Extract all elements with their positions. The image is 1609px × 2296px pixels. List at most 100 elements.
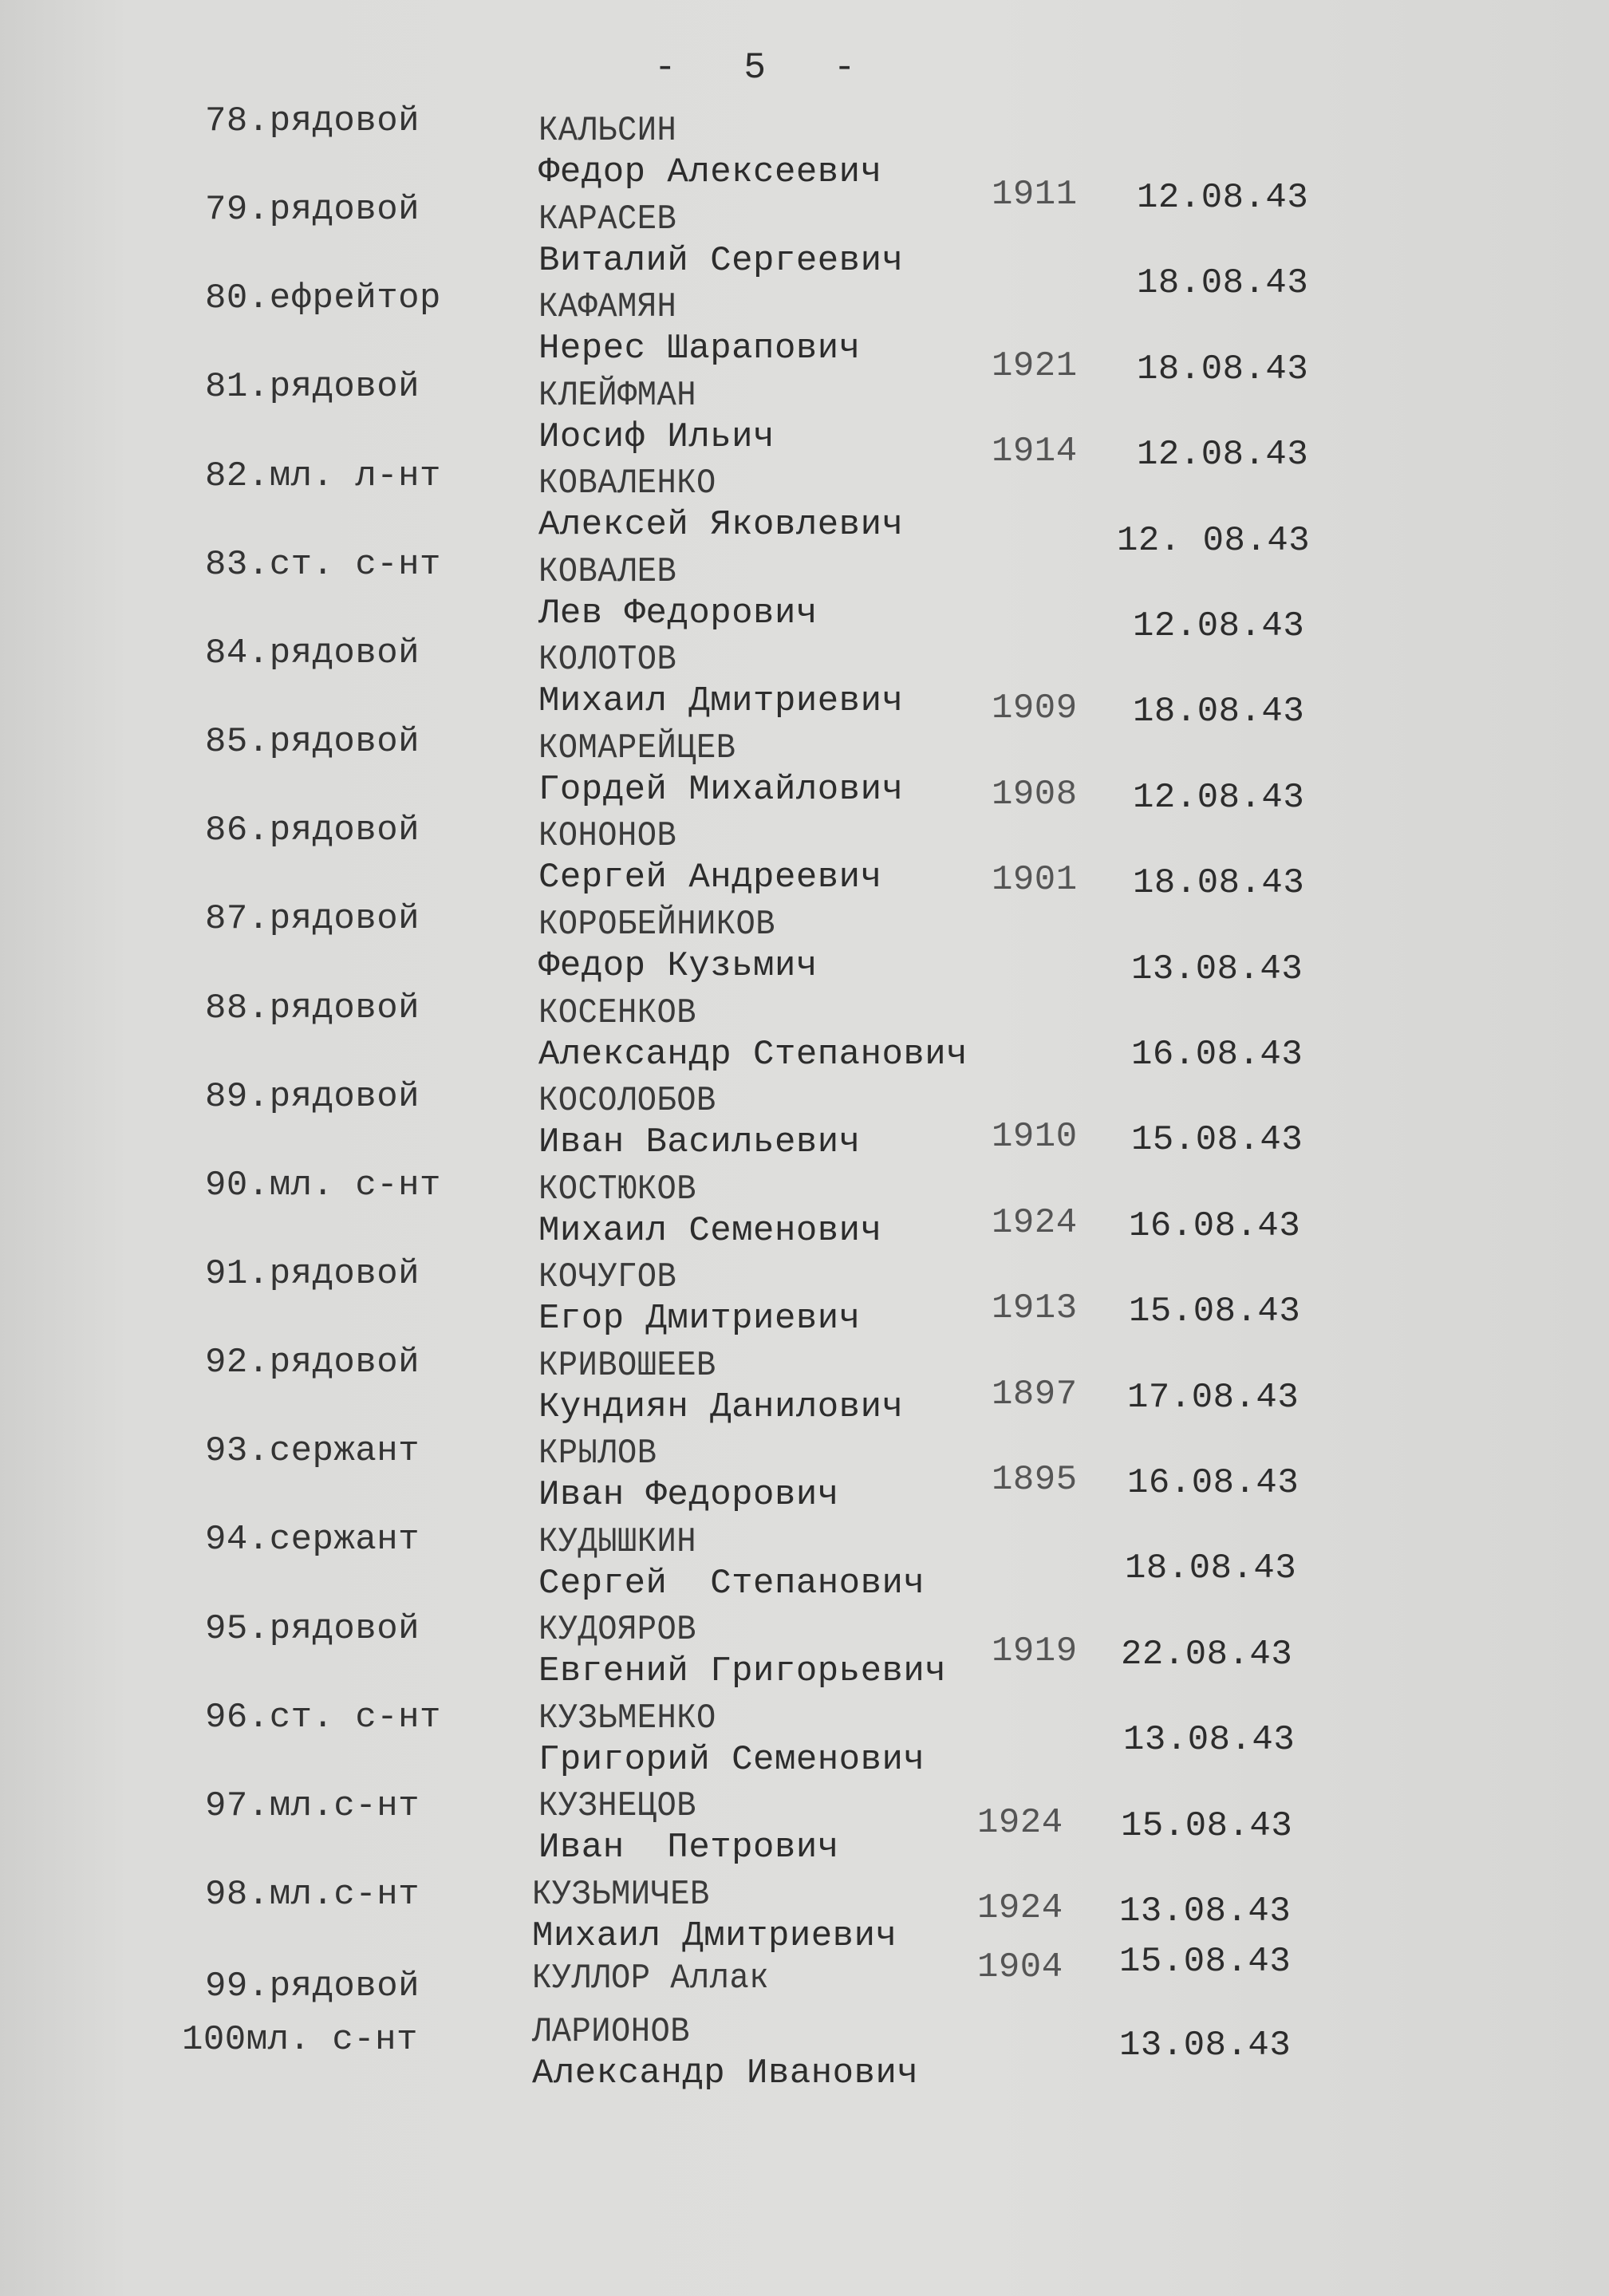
given-names: Сергей Степанович — [538, 1564, 925, 1604]
date: 15.08.43 — [1131, 1120, 1303, 1160]
surname: ЛАРИОНОВ — [532, 2012, 691, 2052]
rank-entry: 93.сержант — [205, 1431, 420, 1471]
birth-year: 1919 — [992, 1631, 1078, 1671]
surname: КОЧУГОВ — [538, 1257, 677, 1297]
rank-entry: 94.сержант — [205, 1520, 420, 1560]
rank-entry: 92.рядовой — [205, 1343, 420, 1383]
rank-entry: 78.рядовой — [205, 101, 420, 141]
rank-entry: 88.рядовой — [205, 988, 420, 1028]
birth-year: 1908 — [992, 775, 1078, 815]
birth-year: 1895 — [992, 1460, 1078, 1500]
rank-entry: 83.ст. с-нт — [205, 545, 441, 585]
given-names: Иван Федорович — [538, 1475, 839, 1515]
given-names: Гордей Михайлович — [538, 770, 904, 810]
date: 13.08.43 — [1119, 2026, 1292, 2065]
date: 15.08.43 — [1121, 1806, 1293, 1846]
rank-entry: 99.рядовой — [205, 1967, 420, 2006]
date: 15.08.43 — [1129, 1292, 1301, 1331]
birth-year: 1921 — [992, 346, 1078, 386]
birth-year: 1911 — [992, 175, 1078, 215]
surname: КУЛЛОР Аллак — [532, 1959, 770, 1998]
rank-entry: 95.рядовой — [205, 1609, 420, 1649]
given-names: Федор Кузьмич — [538, 946, 818, 986]
surname: КУДЫШКИН — [538, 1522, 697, 1562]
given-names: Алексей Яковлевич — [538, 505, 904, 545]
date: 22.08.43 — [1121, 1635, 1293, 1675]
date: 12.08.43 — [1133, 606, 1305, 646]
date: 12.08.43 — [1137, 435, 1309, 475]
page-number: - 5 - — [654, 47, 856, 89]
date: 18.08.43 — [1133, 692, 1305, 732]
surname: КРИВОШЕЕВ — [538, 1346, 716, 1386]
date: 18.08.43 — [1137, 263, 1309, 303]
birth-year: 1904 — [977, 1947, 1063, 1987]
given-names: Виталий Сергеевич — [538, 241, 904, 281]
date: 16.08.43 — [1131, 1035, 1303, 1075]
rank-entry: 100мл. с-нт — [182, 2020, 418, 2060]
birth-year: 1897 — [992, 1375, 1078, 1414]
rank-entry: 79.рядовой — [205, 190, 420, 230]
surname: КОРОБЕЙНИКОВ — [538, 905, 776, 945]
rank-entry: 86.рядовой — [205, 811, 420, 850]
given-names: Александр Иванович — [532, 2053, 919, 2093]
date: 18.08.43 — [1137, 349, 1309, 389]
surname: КУЗЬМИЧЕВ — [532, 1875, 710, 1915]
date: 13.08.43 — [1123, 1720, 1295, 1760]
birth-year: 1924 — [977, 1803, 1063, 1843]
given-names: Егор Дмитриевич — [538, 1299, 861, 1339]
birth-year: 1914 — [992, 432, 1078, 471]
surname: КУЗЬМЕНКО — [538, 1698, 716, 1738]
rank-entry: 98.мл.с-нт — [205, 1875, 420, 1915]
given-names: Нерес Шарапович — [538, 329, 861, 369]
rank-entry: 87.рядовой — [205, 899, 420, 939]
rank-entry: 81.рядовой — [205, 367, 420, 407]
surname: КАЛЬСИН — [538, 111, 677, 151]
surname: КОВАЛЕВ — [538, 552, 677, 592]
date: 18.08.43 — [1125, 1548, 1297, 1588]
date: 18.08.43 — [1133, 863, 1305, 903]
surname: КОВАЛЕНКО — [538, 464, 716, 503]
birth-year: 1910 — [992, 1117, 1078, 1157]
surname: КОНОНОВ — [538, 816, 677, 856]
rank-entry: 90.мл. с-нт — [205, 1166, 441, 1205]
rank-entry: 97.мл.с-нт — [205, 1786, 420, 1826]
date: 13.08.43 — [1131, 949, 1303, 989]
given-names: Сергей Андреевич — [538, 858, 882, 897]
given-names: Григорий Семенович — [538, 1740, 925, 1780]
surname: КОЛОТОВ — [538, 640, 677, 680]
rank-entry: 85.рядовой — [205, 722, 420, 762]
surname: КРЫЛОВ — [538, 1434, 657, 1473]
given-names: Иосиф Ильич — [538, 417, 775, 457]
surname: КОСТЮКОВ — [538, 1170, 697, 1209]
date: 12.08.43 — [1133, 778, 1305, 818]
given-names: Лев Федорович — [538, 594, 818, 633]
date: 13.08.43 — [1119, 1892, 1292, 1931]
rank-entry: 80.ефрейтор — [205, 278, 441, 318]
surname: КУЗНЕЦОВ — [538, 1786, 697, 1826]
given-names: Александр Степанович — [538, 1035, 968, 1075]
given-names: Михаил Дмитриевич — [532, 1916, 897, 1956]
surname: КОСЕНКОВ — [538, 993, 697, 1033]
date: 16.08.43 — [1127, 1463, 1299, 1503]
given-names: Михаил Дмитриевич — [538, 681, 904, 721]
date: 15.08.43 — [1119, 1942, 1292, 1982]
surname: КАРАСЕВ — [538, 199, 677, 239]
birth-year: 1924 — [992, 1203, 1078, 1243]
given-names: Иван Васильевич — [538, 1122, 861, 1162]
given-names: Иван Петрович — [538, 1828, 839, 1868]
rank-entry: 96.ст. с-нт — [205, 1698, 441, 1738]
given-names: Михаил Семенович — [538, 1211, 882, 1251]
given-names: Евгений Григорьевич — [538, 1651, 947, 1691]
surname: КАФАМЯН — [538, 287, 677, 327]
rank-entry: 89.рядовой — [205, 1077, 420, 1117]
date: 16.08.43 — [1129, 1206, 1301, 1246]
given-names: Федор Алексеевич — [538, 152, 882, 192]
surname: КОСОЛОБОВ — [538, 1081, 716, 1121]
birth-year: 1901 — [992, 860, 1078, 900]
rank-entry: 84.рядовой — [205, 633, 420, 673]
surname: КЛЕЙФМАН — [538, 376, 697, 416]
rank-entry: 91.рядовой — [205, 1254, 420, 1294]
birth-year: 1924 — [977, 1888, 1063, 1928]
birth-year: 1909 — [992, 688, 1078, 728]
